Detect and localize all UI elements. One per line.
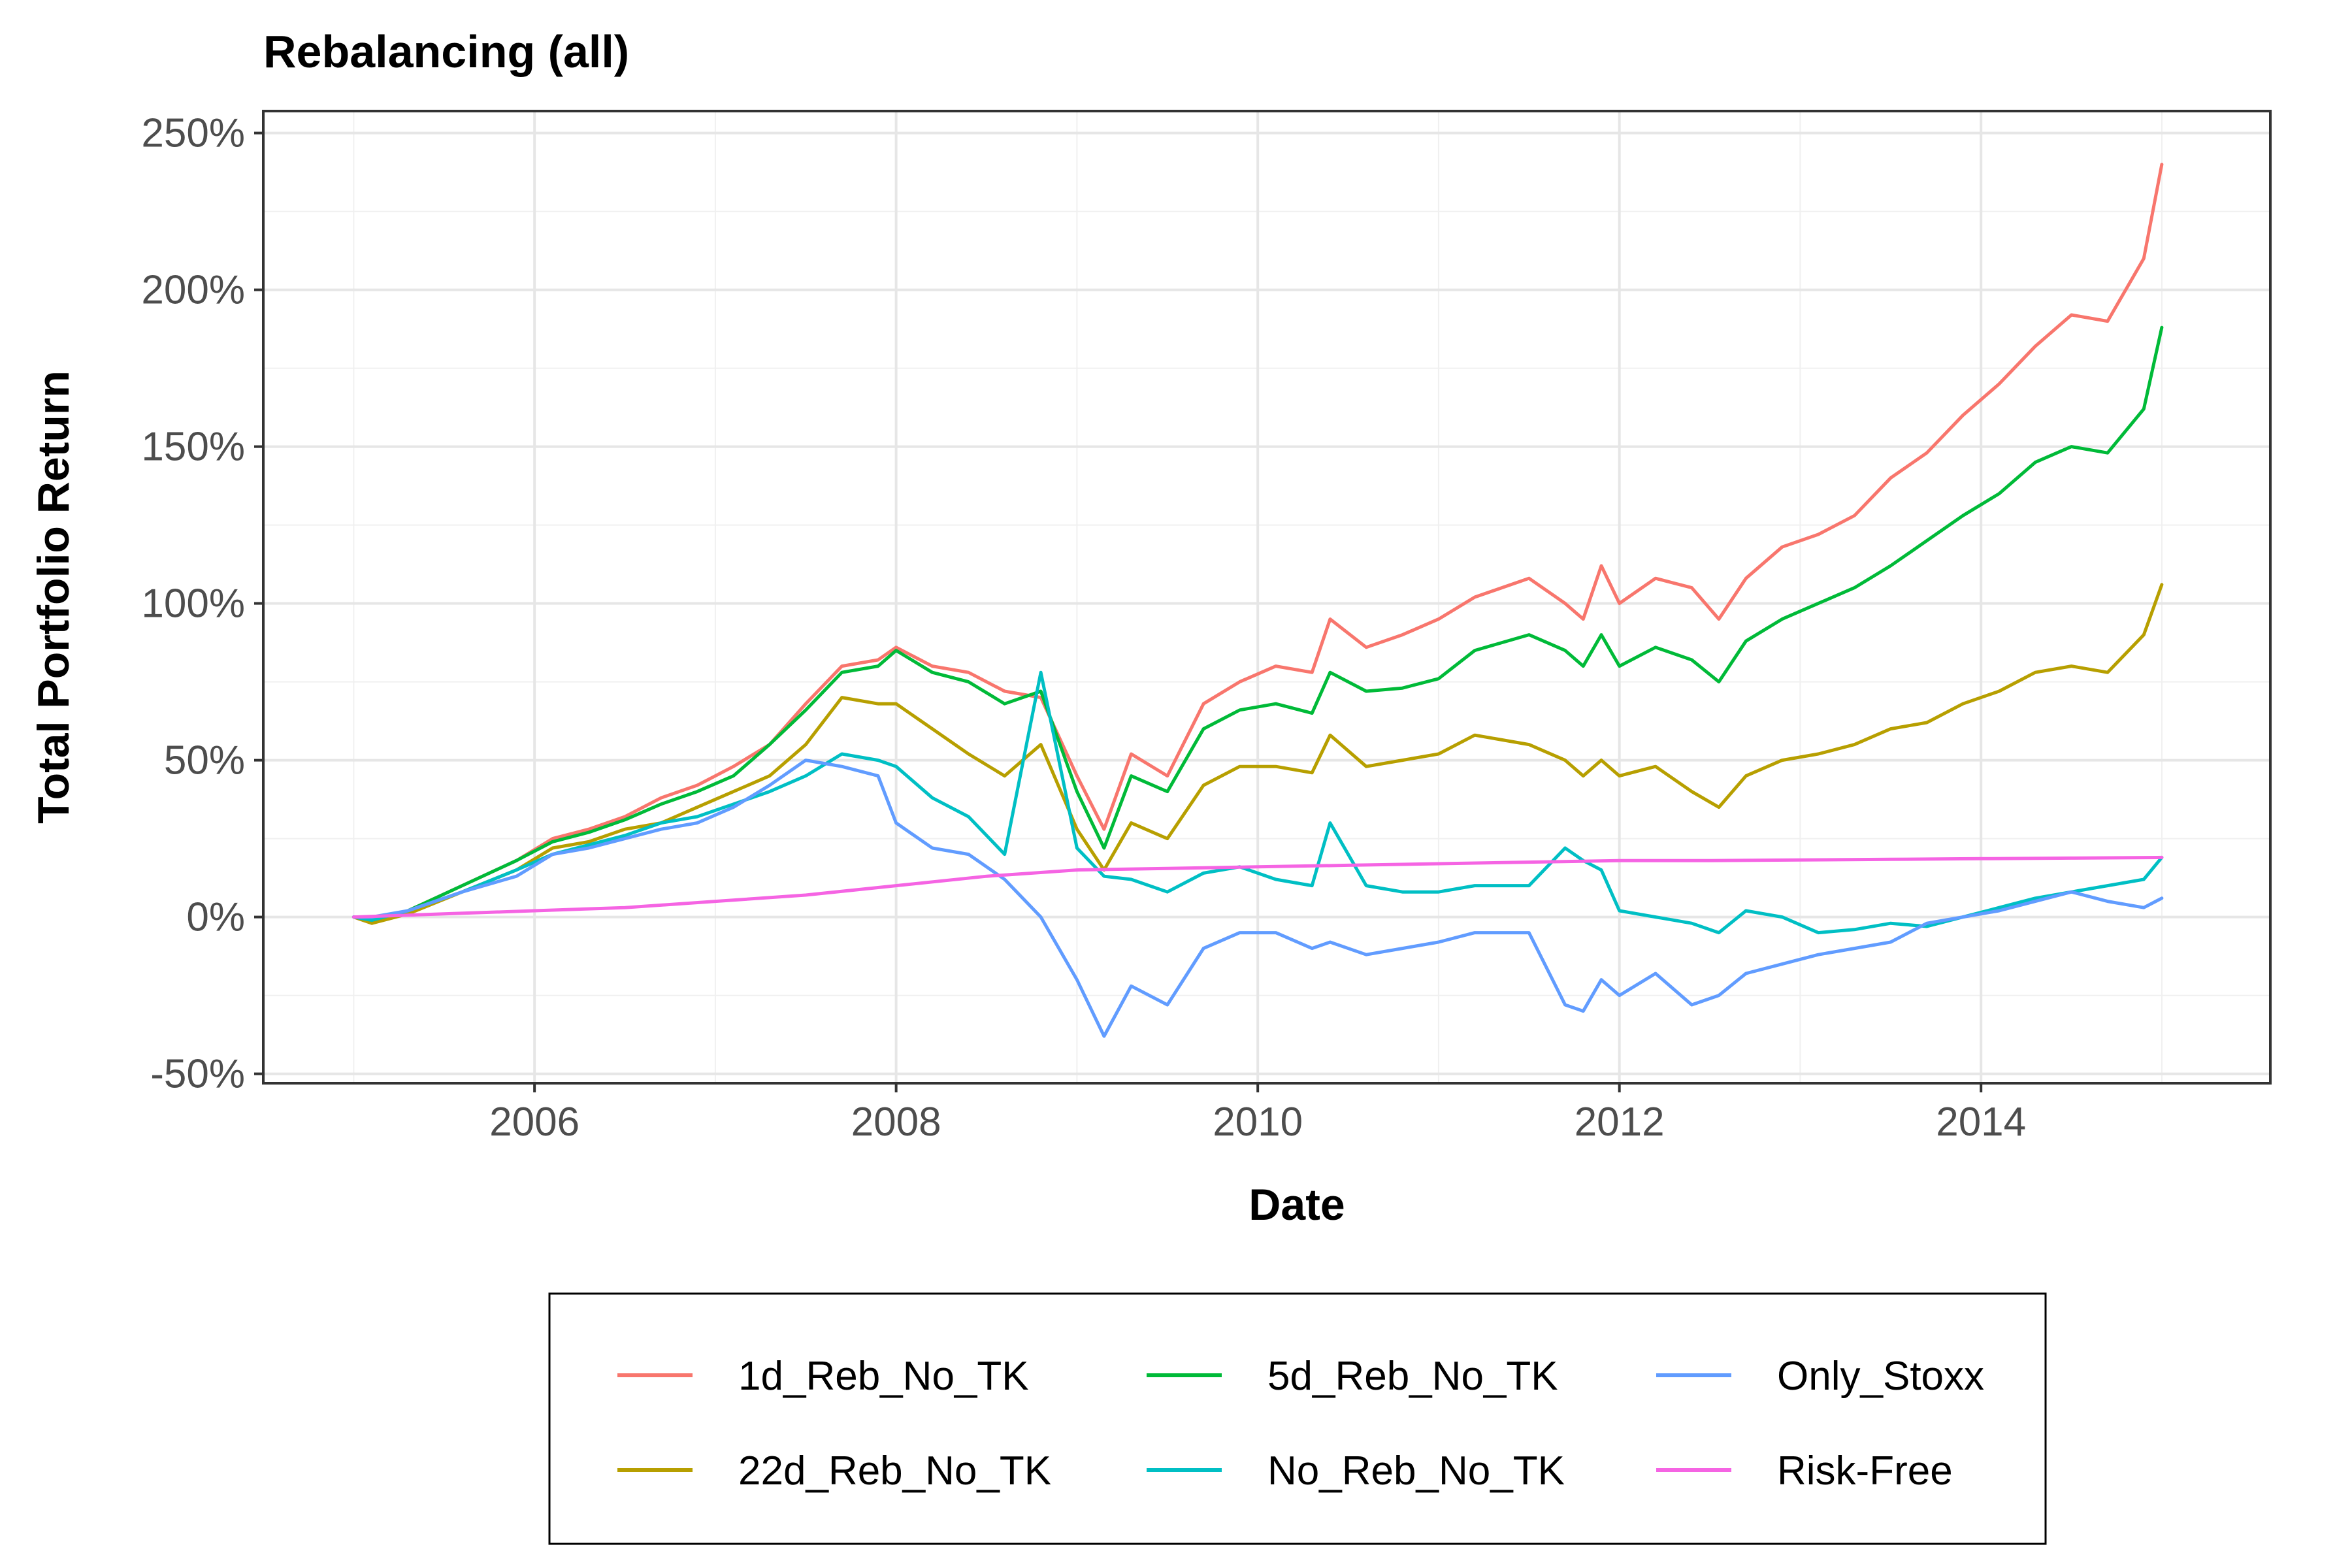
series-line-1d-reb-no-tk [351, 163, 2164, 925]
y-tick-label: 100% [141, 581, 245, 627]
y-axis-title: Total Portfolio Return [29, 370, 78, 824]
legend-label: 22d_Reb_No_TK [738, 1448, 1051, 1494]
major-gridlines [263, 111, 2270, 1083]
series-line-risk-free [351, 855, 2164, 919]
legend-items: 1d_Reb_No_TK 22d_Reb_No_TK 5d_Reb_No_TK No_… [617, 1354, 1984, 1494]
series-line-22d-reb-no-tk [351, 583, 2164, 925]
x-tick-label: 2006 [489, 1100, 580, 1145]
y-tick-label: 250% [141, 111, 245, 156]
legend-label: 1d_Reb_No_TK [738, 1354, 1029, 1399]
series-line-5d-reb-no-tk [351, 325, 2164, 922]
y-axis: -50% 0% 50% 100% 150% 200% 250% [141, 111, 263, 1097]
y-tick-label: 200% [141, 268, 245, 313]
legend: 1d_Reb_No_TK 22d_Reb_No_TK 5d_Reb_No_TK No_… [548, 1292, 2047, 1545]
legend-box [548, 1292, 2047, 1545]
panel-border [262, 110, 2272, 1085]
x-tick-label: 2010 [1213, 1100, 1303, 1145]
legend-label: No_Reb_No_TK [1267, 1448, 1565, 1494]
panel-background [263, 111, 2270, 1083]
x-axis: 2006 2008 2010 2012 2014 [489, 1083, 2026, 1145]
y-tick-label: 50% [164, 738, 245, 783]
series-line-no-reb-no-tk [351, 670, 2164, 935]
x-tick-label: 2008 [851, 1100, 941, 1145]
x-tick-label: 2014 [1936, 1100, 2026, 1145]
series-lines [351, 163, 2164, 1038]
plot-panel [262, 110, 2272, 1085]
y-tick-label: -50% [150, 1052, 245, 1097]
chart-title: Rebalancing (all) [263, 26, 629, 77]
legend-label: 5d_Reb_No_TK [1267, 1354, 1558, 1399]
x-tick-label: 2012 [1575, 1100, 1665, 1145]
series-line-only-stoxx [351, 759, 2164, 1038]
x-axis-title: Date [1249, 1180, 1345, 1230]
legend-label: Only_Stoxx [1777, 1354, 1984, 1399]
y-tick-label: 0% [186, 895, 245, 940]
legend-label: Risk-Free [1777, 1448, 1953, 1494]
y-tick-label: 150% [141, 425, 245, 470]
